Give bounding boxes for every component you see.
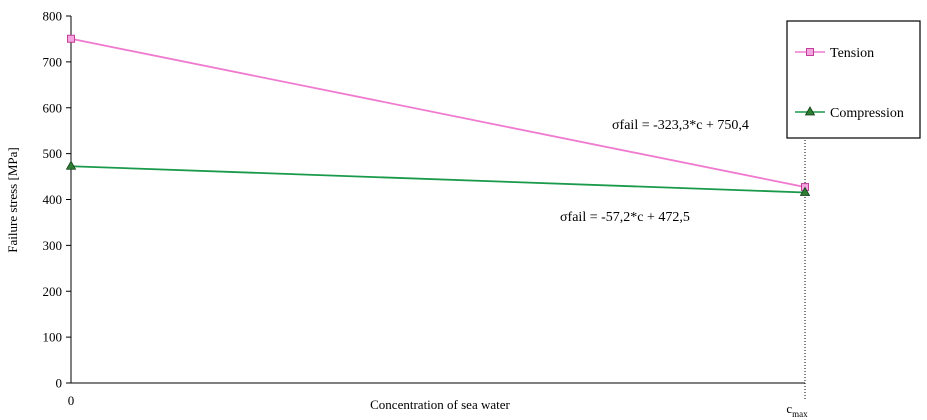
data-point-compression-0 [65,160,77,170]
y-tick-label-600: 600 [43,100,63,115]
legend-box [786,20,921,139]
y-tick-label-100: 100 [43,330,63,345]
series-line-compression [70,165,806,194]
y-tick-label-500: 500 [43,146,63,161]
y-tick-label-700: 700 [43,54,63,69]
y-tick-label-0: 0 [56,376,63,391]
series-line-tension [70,37,806,188]
series-layer [65,34,811,196]
y-tick-label-300: 300 [43,238,63,253]
x-tick-cmax-subscript: max [792,409,808,419]
legend: Tension Compression [786,20,921,139]
legend-compression-marker [804,106,816,116]
y-tick-label-200: 200 [43,284,63,299]
compression-equation: σfail = -57,2*c + 472,5 [560,210,690,225]
legend-tension-marker [806,48,814,56]
y-tick-label-400: 400 [43,192,63,207]
y-axis-title: Failure stress [MPa] [5,147,20,252]
legend-tension-label: Tension [830,46,874,61]
data-point-tension-0 [67,34,75,43]
y-tick-label-800: 800 [43,9,63,24]
legend-compression-label: Compression [830,106,904,121]
y-ticks: 0 100 200 300 400 500 600 700 800 [43,9,71,391]
tension-equation: σfail = -323,3*c + 750,4 [612,118,749,133]
data-point-compression-1 [799,186,811,196]
x-axis-title: Concentration of sea water [370,397,510,412]
x-tick-cmax-base: c [786,401,792,416]
x-tick-0: 0 [68,393,75,408]
x-tick-cmax: cmax [786,401,808,419]
